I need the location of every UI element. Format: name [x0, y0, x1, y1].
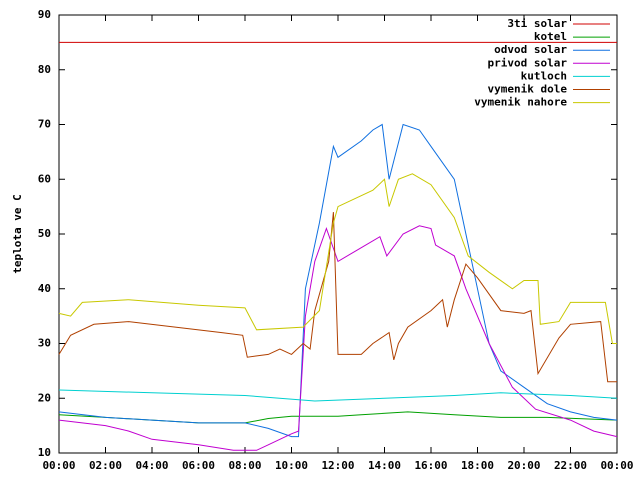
series-line [58, 389, 618, 402]
legend-label: privod solar [488, 56, 568, 69]
y-tick-label: 50 [38, 227, 51, 240]
x-tick-label: 06:00 [182, 459, 215, 472]
legend-label: vymenik nahore [474, 96, 567, 109]
legend-label: vymenik dole [488, 83, 568, 96]
legend-label: kotel [534, 30, 567, 43]
legend-label: odvod solar [494, 43, 567, 56]
y-tick-label: 60 [38, 172, 51, 185]
y-tick-label: 40 [38, 282, 51, 295]
series-line [58, 225, 618, 451]
x-tick-label: 04:00 [135, 459, 168, 472]
y-tick-label: 80 [38, 63, 51, 76]
x-tick-label: 00:00 [600, 459, 633, 472]
y-tick-label: 90 [38, 8, 51, 21]
y-tick-label: 30 [38, 337, 51, 350]
y-axis-label: teplota ve C [11, 194, 24, 273]
x-tick-label: 12:00 [321, 459, 354, 472]
x-tick-label: 22:00 [554, 459, 587, 472]
x-tick-label: 00:00 [42, 459, 75, 472]
series-line [58, 411, 618, 424]
legend-label: 3ti solar [507, 17, 567, 30]
y-tick-label: 10 [38, 446, 51, 459]
legend-label: kutloch [521, 69, 567, 82]
x-tick-label: 20:00 [507, 459, 540, 472]
x-tick-label: 08:00 [228, 459, 261, 472]
series-line [58, 173, 617, 344]
y-tick-label: 70 [38, 118, 51, 131]
x-tick-label: 16:00 [414, 459, 447, 472]
x-tick-label: 18:00 [461, 459, 494, 472]
series-line [58, 212, 617, 383]
x-tick-label: 14:00 [368, 459, 401, 472]
x-tick-label: 10:00 [275, 459, 308, 472]
y-tick-label: 20 [38, 391, 51, 404]
x-tick-label: 02:00 [89, 459, 122, 472]
series-line [58, 123, 618, 438]
